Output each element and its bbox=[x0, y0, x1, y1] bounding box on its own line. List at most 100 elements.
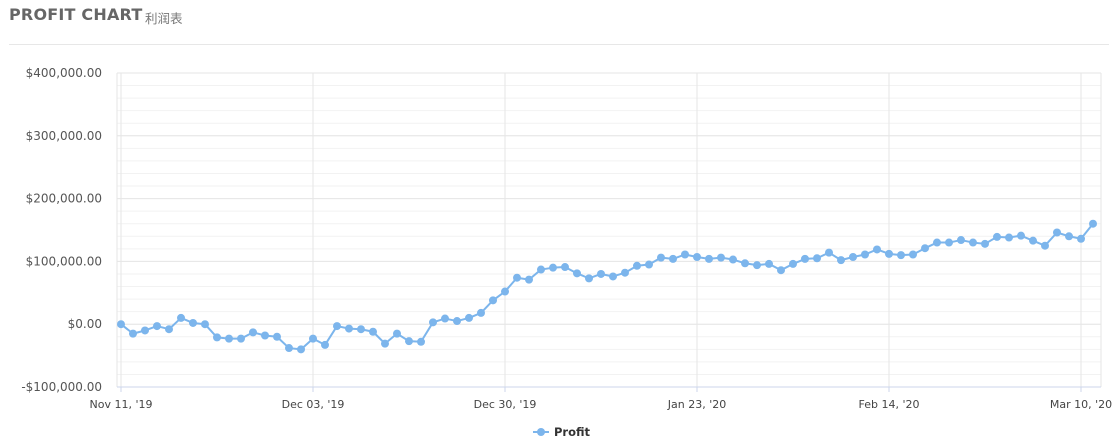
chart-legend[interactable]: Profit bbox=[533, 425, 591, 439]
data-point[interactable] bbox=[693, 253, 701, 261]
data-point[interactable] bbox=[933, 238, 941, 247]
data-point[interactable] bbox=[981, 239, 989, 248]
data-point[interactable] bbox=[801, 254, 809, 263]
data-point[interactable] bbox=[225, 334, 233, 343]
data-point[interactable] bbox=[873, 245, 881, 254]
data-point[interactable] bbox=[429, 318, 437, 327]
y-tick-label: -$100,000.00 bbox=[21, 380, 102, 394]
data-point[interactable] bbox=[441, 314, 449, 323]
x-axis: Nov 11, '19 Dec 03, '19 Dec 30, '19 Jan 23,… bbox=[90, 386, 1112, 411]
data-point[interactable] bbox=[465, 313, 473, 322]
data-point[interactable] bbox=[525, 275, 533, 284]
y-axis: $400,000.00 $300,000.00 $200,000.00 $100,00… bbox=[21, 66, 102, 394]
series-line-profit bbox=[120, 223, 1094, 351]
data-point[interactable] bbox=[561, 263, 569, 272]
x-tick-label: Dec 30, '19 bbox=[474, 398, 537, 411]
data-point[interactable] bbox=[777, 266, 785, 275]
data-point[interactable] bbox=[621, 268, 629, 277]
data-point[interactable] bbox=[405, 337, 413, 346]
y-tick-label: $100,000.00 bbox=[26, 254, 102, 268]
data-point[interactable] bbox=[969, 238, 977, 247]
data-point[interactable] bbox=[333, 322, 341, 331]
data-point[interactable] bbox=[897, 251, 905, 260]
y-tick-label: $0.00 bbox=[68, 317, 102, 331]
x-tick-label: Jan 23, '20 bbox=[667, 398, 726, 411]
data-point[interactable] bbox=[177, 313, 185, 322]
data-point[interactable] bbox=[849, 253, 857, 261]
data-point[interactable] bbox=[501, 287, 509, 296]
data-point[interactable] bbox=[573, 269, 581, 278]
data-point[interactable] bbox=[297, 345, 305, 354]
data-point[interactable] bbox=[669, 254, 677, 263]
data-point[interactable] bbox=[477, 308, 485, 317]
data-point[interactable] bbox=[261, 331, 269, 340]
data-point[interactable] bbox=[513, 273, 521, 282]
data-point[interactable] bbox=[141, 326, 149, 335]
data-point[interactable] bbox=[957, 236, 965, 245]
data-point[interactable] bbox=[201, 320, 209, 329]
data-point[interactable] bbox=[861, 250, 869, 259]
data-point[interactable] bbox=[909, 250, 917, 259]
data-point[interactable] bbox=[309, 334, 317, 343]
data-point[interactable] bbox=[549, 263, 557, 272]
data-point[interactable] bbox=[1041, 241, 1049, 250]
data-point[interactable] bbox=[381, 339, 389, 348]
data-point[interactable] bbox=[597, 269, 605, 278]
data-point[interactable] bbox=[285, 344, 293, 353]
data-point[interactable] bbox=[453, 317, 461, 326]
major-gridlines bbox=[116, 72, 1102, 388]
legend-marker-icon bbox=[537, 428, 545, 436]
data-point[interactable] bbox=[537, 265, 545, 274]
data-point[interactable] bbox=[885, 249, 893, 258]
chart-header: PROFIT CHART 利润表 bbox=[0, 0, 1119, 44]
data-point[interactable] bbox=[825, 248, 833, 257]
data-point[interactable] bbox=[1053, 228, 1061, 237]
data-point[interactable] bbox=[357, 325, 365, 334]
minor-gridlines bbox=[117, 72, 1101, 388]
data-point[interactable] bbox=[609, 272, 617, 281]
chart-title: PROFIT CHART bbox=[9, 5, 143, 24]
header-divider bbox=[9, 44, 1109, 45]
data-point[interactable] bbox=[1089, 219, 1097, 228]
data-point[interactable] bbox=[393, 329, 401, 338]
data-point[interactable] bbox=[1065, 232, 1073, 241]
data-point[interactable] bbox=[1005, 233, 1013, 242]
data-point[interactable] bbox=[249, 328, 257, 337]
series-profit-points bbox=[117, 219, 1097, 354]
data-point[interactable] bbox=[729, 255, 737, 264]
data-point[interactable] bbox=[741, 259, 749, 268]
data-point[interactable] bbox=[237, 334, 245, 343]
data-point[interactable] bbox=[489, 296, 497, 305]
data-point[interactable] bbox=[717, 253, 725, 262]
data-point[interactable] bbox=[153, 322, 161, 331]
data-point[interactable] bbox=[813, 254, 821, 263]
data-point[interactable] bbox=[273, 332, 281, 341]
data-point[interactable] bbox=[1017, 231, 1025, 240]
data-point[interactable] bbox=[945, 238, 953, 247]
data-point[interactable] bbox=[369, 327, 377, 336]
data-point[interactable] bbox=[1029, 236, 1037, 245]
data-point[interactable] bbox=[705, 254, 713, 263]
data-point[interactable] bbox=[993, 232, 1001, 241]
data-point[interactable] bbox=[165, 325, 173, 334]
data-point[interactable] bbox=[117, 320, 125, 329]
data-point[interactable] bbox=[129, 329, 137, 338]
data-point[interactable] bbox=[633, 261, 641, 270]
data-point[interactable] bbox=[657, 253, 665, 262]
data-point[interactable] bbox=[1077, 234, 1085, 243]
data-point[interactable] bbox=[681, 250, 689, 259]
data-point[interactable] bbox=[753, 261, 761, 270]
data-point[interactable] bbox=[321, 340, 329, 349]
legend-label-profit[interactable]: Profit bbox=[554, 425, 591, 439]
data-point[interactable] bbox=[921, 244, 929, 253]
data-point[interactable] bbox=[789, 259, 797, 268]
data-point[interactable] bbox=[345, 324, 353, 333]
data-point[interactable] bbox=[765, 259, 773, 268]
data-point[interactable] bbox=[213, 333, 221, 342]
data-point[interactable] bbox=[585, 274, 593, 283]
data-point[interactable] bbox=[417, 337, 425, 346]
data-point[interactable] bbox=[189, 318, 197, 327]
data-point[interactable] bbox=[837, 256, 845, 265]
data-point[interactable] bbox=[645, 260, 653, 269]
